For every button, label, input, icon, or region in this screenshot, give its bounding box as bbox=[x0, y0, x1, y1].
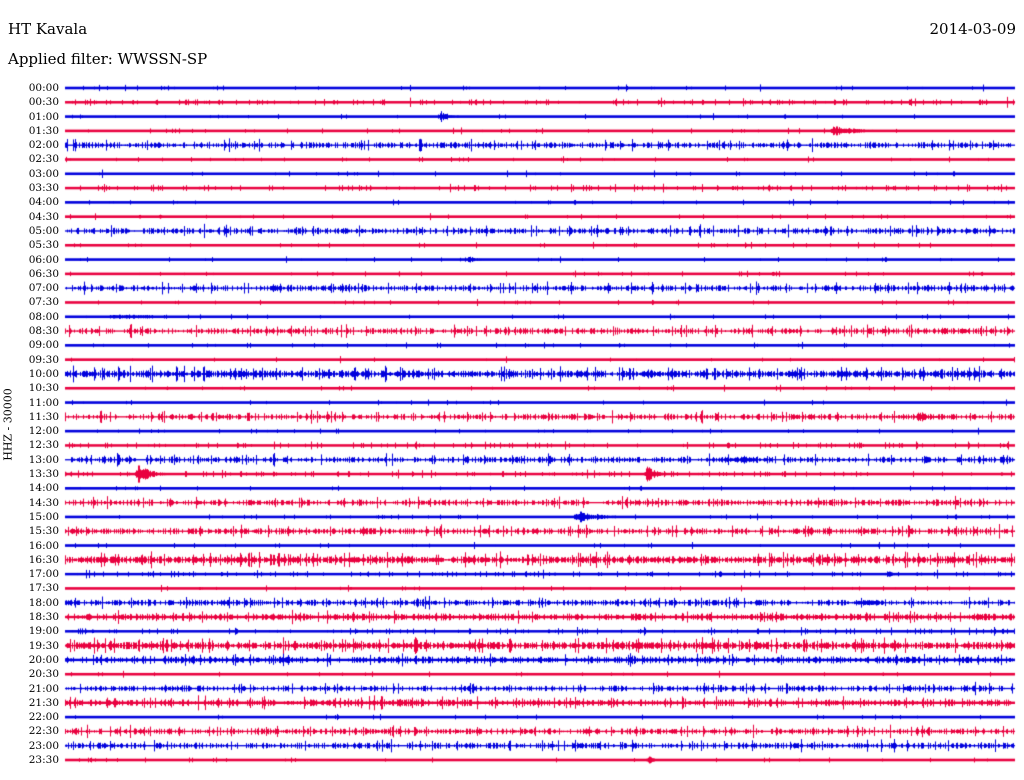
helicorder-page: { "header": { "station": "HT Kavala", "d… bbox=[0, 0, 1024, 780]
trace-canvas bbox=[0, 0, 1024, 780]
